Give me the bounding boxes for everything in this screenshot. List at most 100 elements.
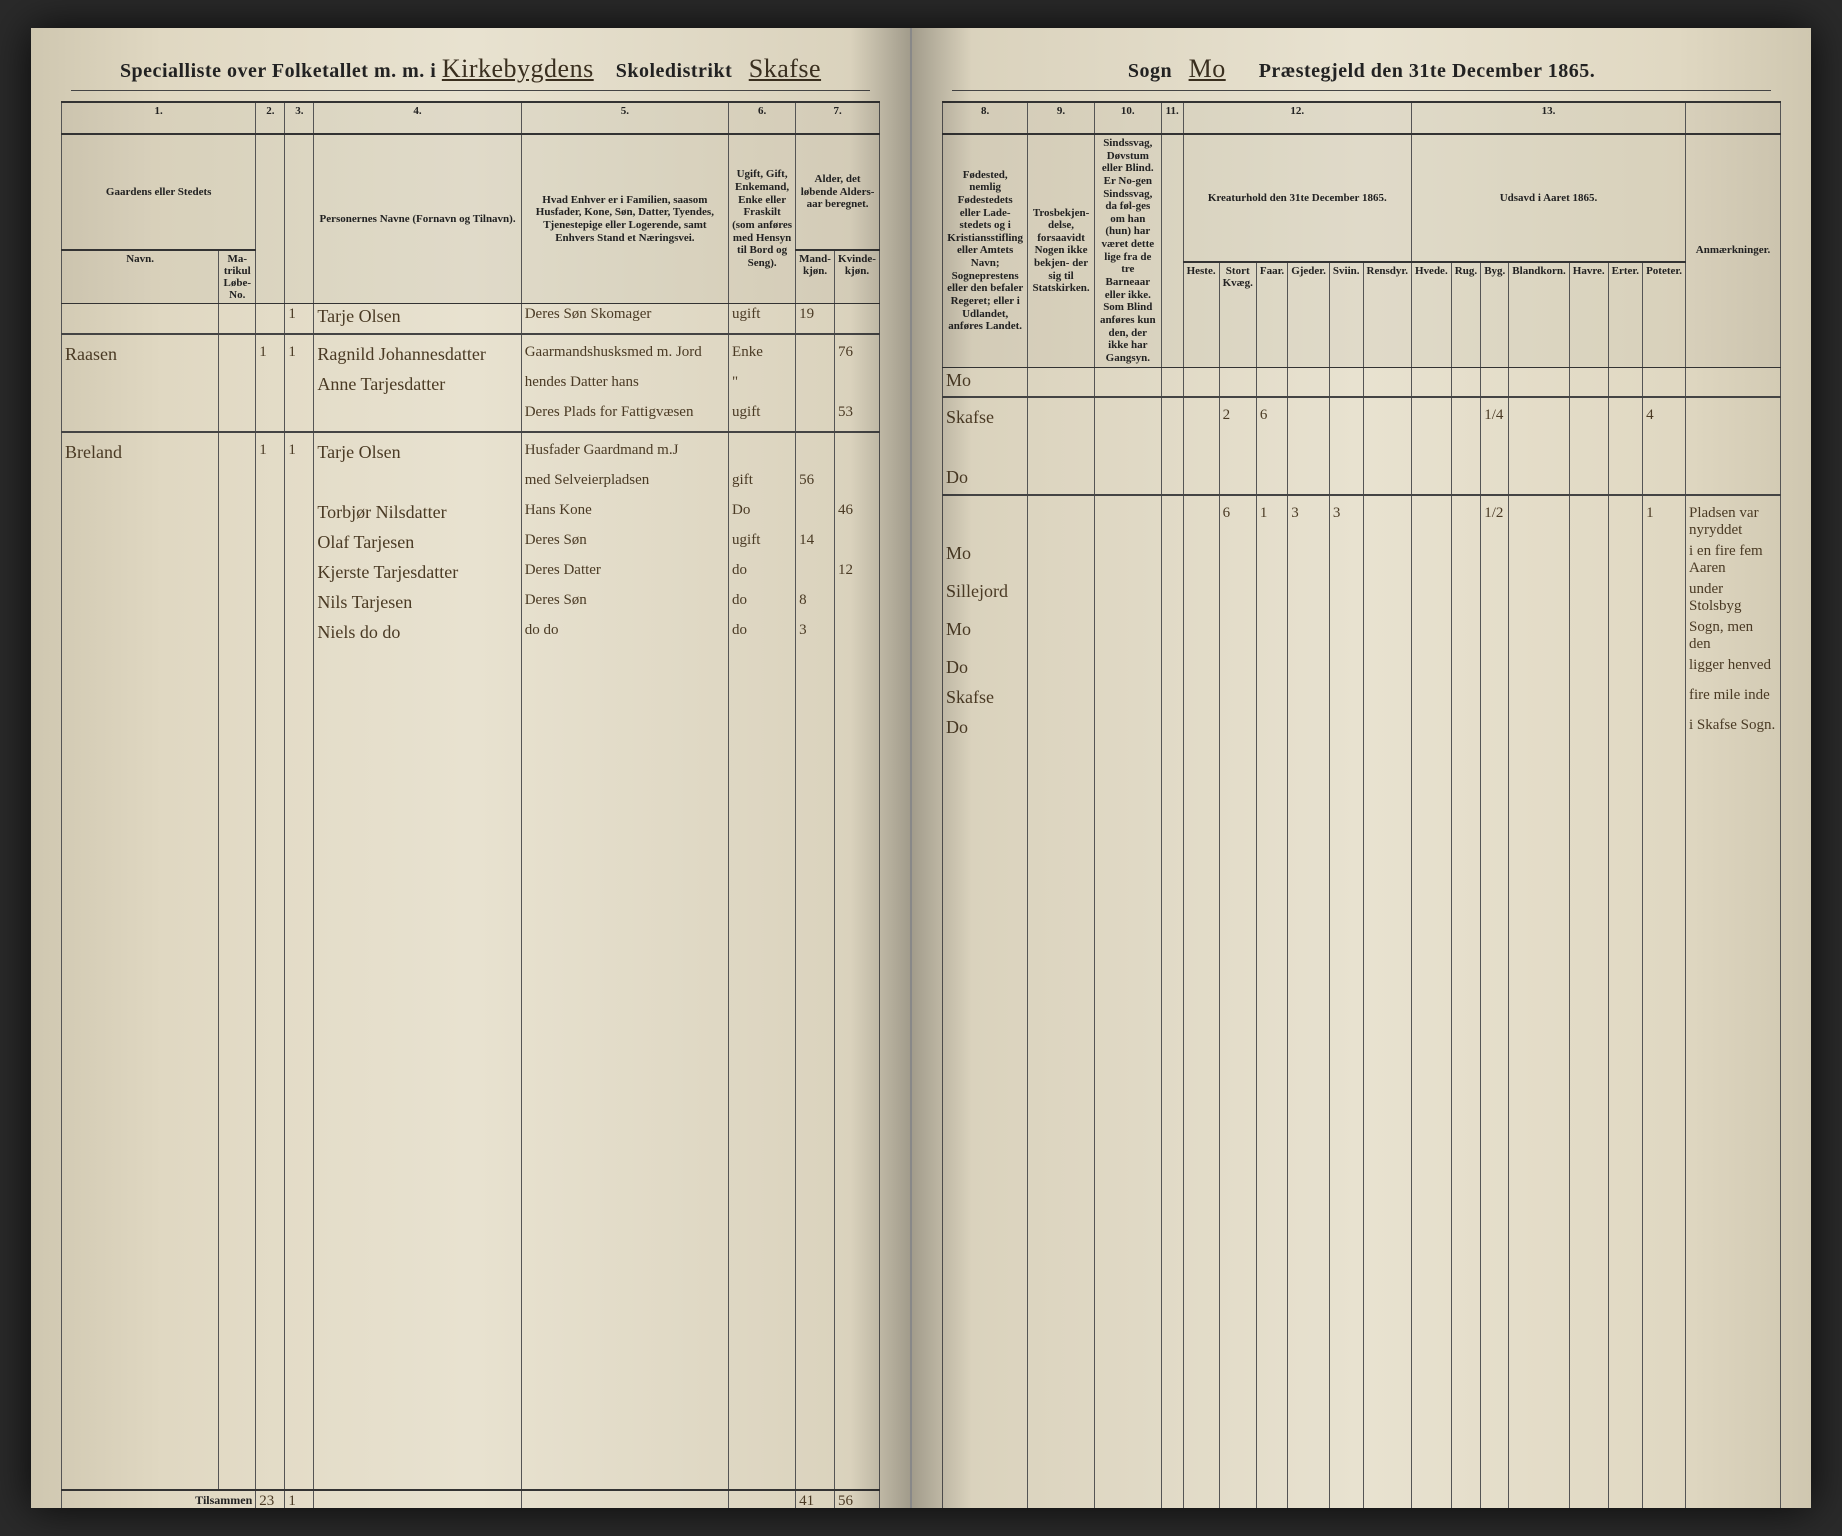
cell — [1094, 1345, 1161, 1375]
cell: 56 — [796, 470, 835, 500]
cell: ugift — [729, 304, 796, 334]
cell — [1161, 865, 1183, 895]
cell — [521, 920, 728, 950]
cell — [1329, 745, 1363, 775]
h6: Ugift, Gift, Enkemand, Enke eller Fraski… — [729, 134, 796, 304]
cell — [521, 1160, 728, 1190]
cell — [219, 1100, 256, 1130]
cell — [1412, 503, 1452, 541]
cell — [729, 710, 796, 740]
cell — [314, 860, 521, 890]
cell — [1569, 617, 1608, 655]
cell: 8 — [796, 590, 835, 620]
cell — [1481, 865, 1509, 895]
cell — [1028, 1285, 1094, 1315]
cell — [1608, 1075, 1642, 1105]
table-row — [62, 1130, 880, 1160]
cell — [219, 432, 256, 440]
cell — [796, 342, 835, 372]
cell — [1183, 367, 1219, 397]
cell — [1451, 895, 1481, 925]
cell — [1288, 1105, 1330, 1135]
cell — [62, 740, 219, 770]
cell — [521, 1010, 728, 1040]
table-row — [943, 1465, 1781, 1495]
cell — [796, 1460, 835, 1490]
cell — [1481, 435, 1509, 465]
cell — [1183, 1465, 1219, 1495]
cell — [1028, 541, 1094, 579]
cell — [1412, 435, 1452, 465]
cell — [1256, 865, 1287, 895]
cell — [1161, 1225, 1183, 1255]
cell — [1451, 367, 1481, 397]
cell — [285, 860, 314, 890]
cell — [729, 1400, 796, 1430]
cell — [62, 1310, 219, 1340]
cell — [1643, 1405, 1686, 1435]
cell — [1329, 1405, 1363, 1435]
cell — [1028, 1495, 1094, 1508]
cell — [1481, 541, 1509, 579]
cell — [1256, 367, 1287, 397]
cell — [1288, 865, 1330, 895]
hdr-printed-2: Skoledistrikt — [616, 60, 733, 82]
cell — [1569, 1495, 1608, 1508]
cell — [1219, 1495, 1256, 1508]
cell — [1363, 435, 1411, 465]
cell — [1451, 397, 1481, 405]
table-row — [943, 805, 1781, 835]
cell — [1451, 1105, 1481, 1135]
cell — [729, 1070, 796, 1100]
cell — [62, 500, 219, 530]
cell — [1412, 1195, 1452, 1225]
cell — [1288, 835, 1330, 865]
cell — [62, 710, 219, 740]
cell — [1028, 1195, 1094, 1225]
cell — [1451, 1165, 1481, 1195]
cell — [62, 1370, 219, 1400]
cell — [1608, 955, 1642, 985]
h5: Hvad Enhver er i Familien, saasom Husfad… — [521, 134, 728, 304]
cell — [1643, 435, 1686, 465]
cell — [1608, 985, 1642, 1015]
cell — [62, 1040, 219, 1070]
cell — [1219, 1255, 1256, 1285]
cell — [1028, 465, 1094, 495]
cell — [62, 680, 219, 710]
cell — [1451, 715, 1481, 745]
cell — [219, 860, 256, 890]
cell: i Skafse Sogn. — [1686, 715, 1781, 745]
cell — [1329, 617, 1363, 655]
cell — [1509, 405, 1570, 435]
cell — [1481, 655, 1509, 685]
table-row — [943, 435, 1781, 465]
cell — [1183, 1195, 1219, 1225]
cell — [1183, 1315, 1219, 1345]
cell — [521, 830, 728, 860]
cell — [1363, 775, 1411, 805]
cell — [219, 830, 256, 860]
cell: 1 — [256, 440, 285, 470]
col-5: 5. — [521, 102, 728, 134]
cell — [1412, 805, 1452, 835]
cell — [1643, 745, 1686, 775]
cell — [1256, 1495, 1287, 1508]
table-row — [943, 1165, 1781, 1195]
cell — [62, 620, 219, 650]
cell — [1329, 1225, 1363, 1255]
cell — [1569, 1195, 1608, 1225]
hdr-r-printed-2: Præstegjeld den 31te December 1865. — [1259, 60, 1595, 82]
cell — [1608, 579, 1642, 617]
cell — [285, 680, 314, 710]
cell — [1451, 685, 1481, 715]
cell — [1481, 1075, 1509, 1105]
cell — [1161, 405, 1183, 435]
cell — [1256, 495, 1287, 503]
cell — [1363, 865, 1411, 895]
cell: 3 — [1329, 503, 1363, 541]
cell — [1256, 925, 1287, 955]
cell — [1256, 1375, 1287, 1405]
cell — [1094, 435, 1161, 465]
cell — [1161, 1015, 1183, 1045]
